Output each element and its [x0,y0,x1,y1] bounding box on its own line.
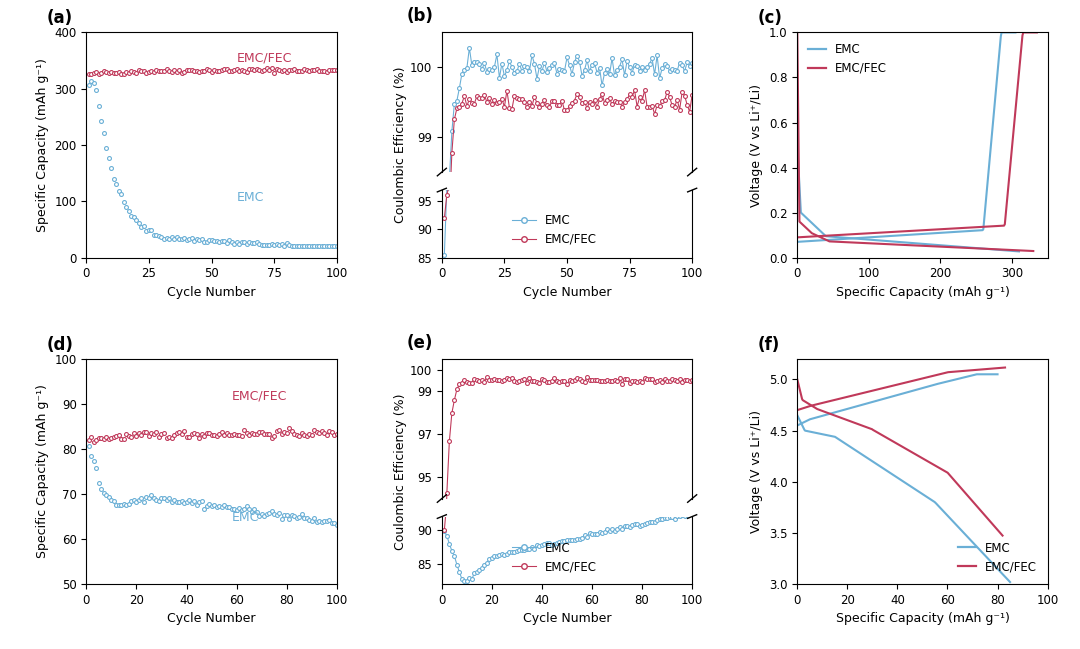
Y-axis label: Voltage (V vs Li⁺/Li): Voltage (V vs Li⁺/Li) [751,84,764,206]
Legend: EMC, EMC/FEC: EMC, EMC/FEC [508,537,602,578]
X-axis label: Cycle Number: Cycle Number [167,286,256,299]
Y-axis label: Specific Capacity (mAh g⁻¹): Specific Capacity (mAh g⁻¹) [36,385,49,558]
X-axis label: Cycle Number: Cycle Number [523,286,611,299]
Text: Coulombic Efficiency (%): Coulombic Efficiency (%) [394,393,407,550]
Legend: EMC, EMC/FEC: EMC, EMC/FEC [508,209,602,251]
Text: EMC/FEC: EMC/FEC [237,52,292,65]
Text: EMC: EMC [237,191,264,204]
Text: (c): (c) [757,10,782,27]
X-axis label: Cycle Number: Cycle Number [523,613,611,626]
Text: (d): (d) [46,336,73,354]
Text: EMC: EMC [231,511,259,524]
Legend: EMC, EMC/FEC: EMC, EMC/FEC [953,537,1042,578]
Text: (e): (e) [407,334,433,352]
Text: (a): (a) [46,10,72,27]
Text: (f): (f) [757,336,780,354]
X-axis label: Cycle Number: Cycle Number [167,613,256,626]
Y-axis label: Voltage (V vs Li⁺/Li): Voltage (V vs Li⁺/Li) [751,410,764,533]
Text: (b): (b) [407,7,434,25]
X-axis label: Specific Capacity (mAh g⁻¹): Specific Capacity (mAh g⁻¹) [836,613,1010,626]
Legend: EMC, EMC/FEC: EMC, EMC/FEC [804,38,892,80]
Y-axis label: Specific Capacity (mAh g⁻¹): Specific Capacity (mAh g⁻¹) [36,58,49,232]
Text: Coulombic Efficiency (%): Coulombic Efficiency (%) [394,67,407,223]
Text: EMC/FEC: EMC/FEC [231,389,287,402]
X-axis label: Specific Capacity (mAh g⁻¹): Specific Capacity (mAh g⁻¹) [836,286,1010,299]
